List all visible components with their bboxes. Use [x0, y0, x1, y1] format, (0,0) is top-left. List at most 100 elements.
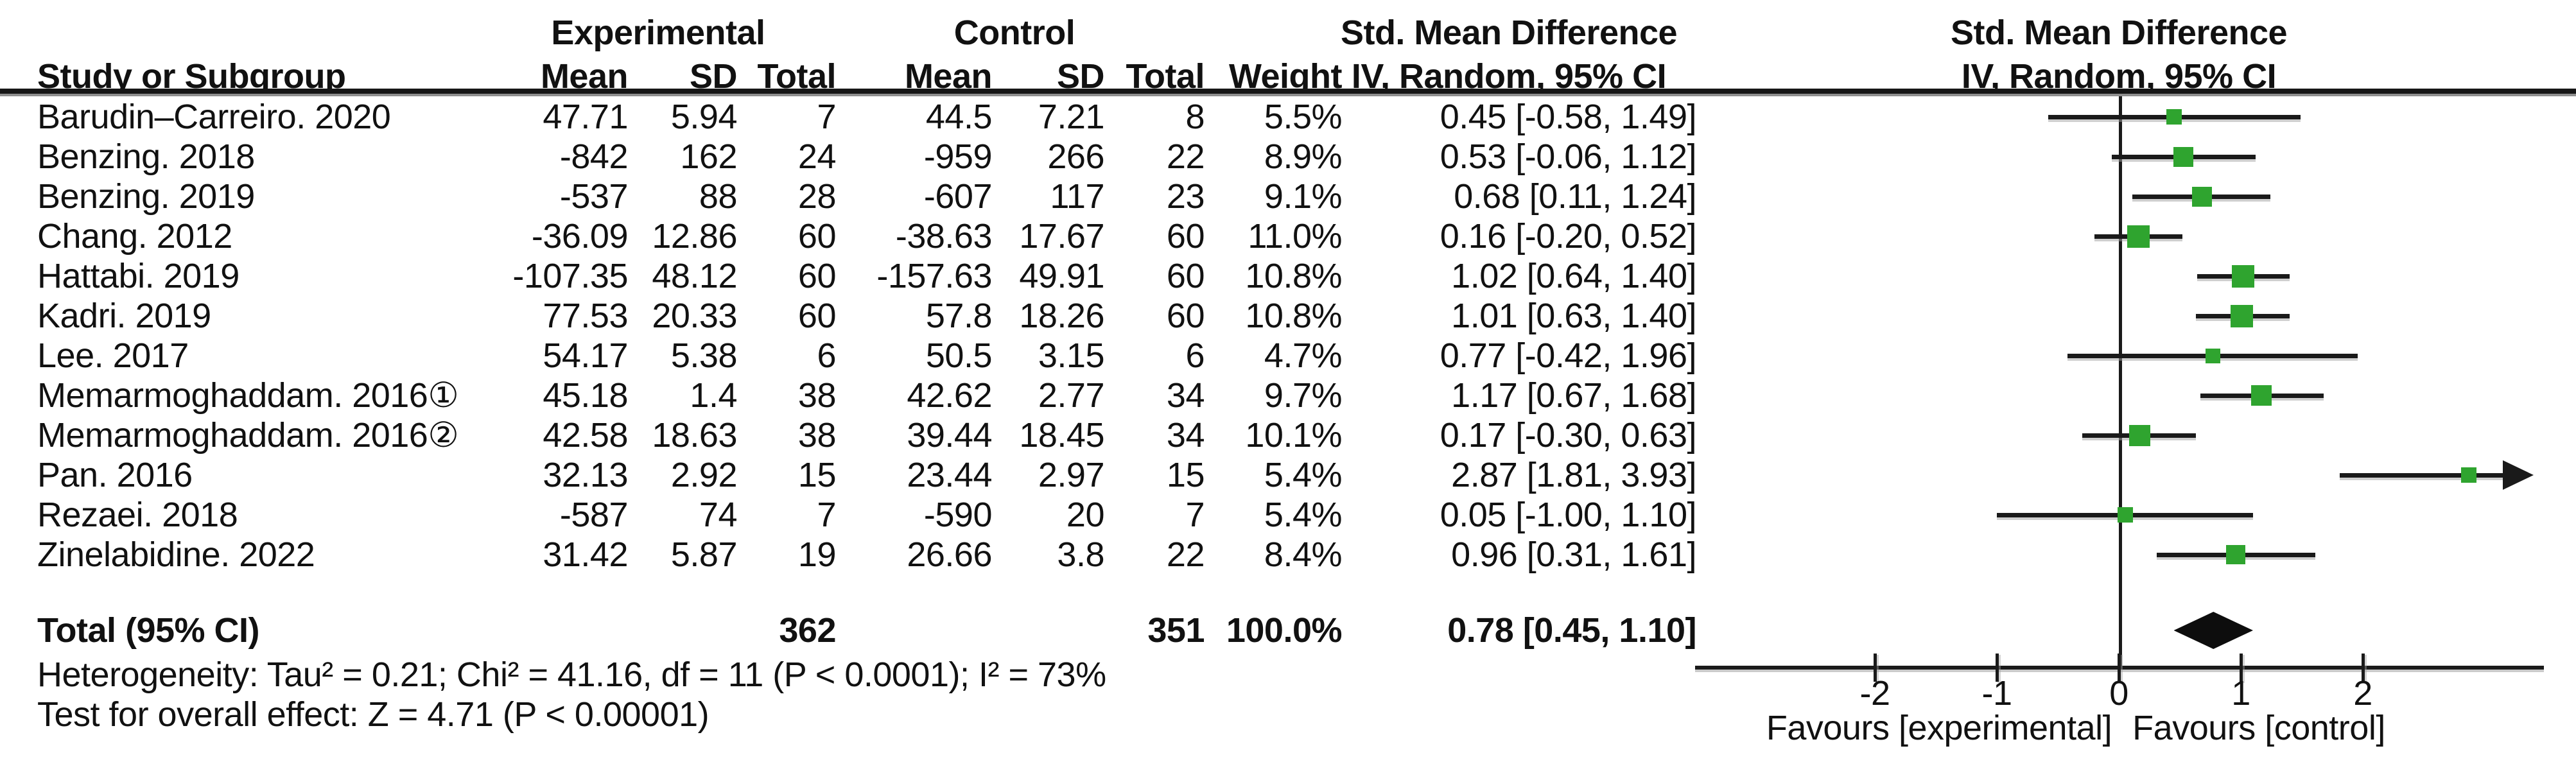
ctrl-sd: 7.21	[1038, 98, 1105, 136]
exp-mean: -587	[559, 496, 629, 534]
axis-tick-label: 0	[2109, 674, 2128, 713]
ctrl-total: 22	[1166, 535, 1205, 574]
exp-mean: 77.53	[543, 297, 628, 335]
ci-line	[2339, 473, 2504, 478]
ci-overflow-arrow-icon	[2503, 460, 2534, 490]
ctrl-mean: 50.5	[925, 336, 993, 375]
effect-estimate-square	[2231, 304, 2254, 327]
study-weight: 9.1%	[1264, 177, 1343, 216]
exp-mean: 31.42	[543, 535, 628, 574]
axis-tick	[2118, 654, 2121, 682]
effect-estimate-square	[2117, 507, 2133, 523]
study-weight: 9.7%	[1264, 376, 1343, 415]
exp-mean: 45.18	[543, 376, 628, 415]
study-ci-text: 0.17 [-0.30, 0.63]	[1440, 416, 1697, 455]
ctrl-sd: 3.15	[1038, 336, 1105, 375]
ctrl-sd: 17.67	[1019, 217, 1104, 255]
study-weight: 5.4%	[1264, 456, 1343, 494]
ctrl-sd: 117	[1050, 177, 1104, 216]
exp-sd: 1.4	[690, 376, 737, 415]
column-header-ctrl-sd: SD	[1056, 57, 1105, 96]
ctrl-mean: -38.63	[895, 217, 993, 255]
effect-estimate-square	[2127, 225, 2150, 248]
ctrl-mean: -959	[923, 137, 993, 176]
column-header-exp-sd: SD	[689, 57, 738, 96]
study-ci-text: 0.53 [-0.06, 1.12]	[1440, 137, 1697, 176]
exp-sd: 5.38	[670, 336, 738, 375]
study-name: Lee. 2017	[37, 336, 189, 375]
plot-header-smd: Std. Mean Difference	[1950, 13, 2288, 52]
study-name: Memarmoghaddam. 2016①	[37, 376, 459, 415]
effect-estimate-square	[2226, 545, 2246, 564]
ctrl-total: 34	[1166, 416, 1205, 455]
ctrl-total: 60	[1166, 297, 1205, 335]
ctrl-total: 6	[1185, 336, 1205, 375]
ctrl-sd: 3.8	[1057, 535, 1104, 574]
axis-tick-label: 1	[2231, 674, 2250, 713]
column-header-iv-table: IV, Random, 95% CI	[1351, 57, 1667, 96]
exp-sd: 162	[680, 137, 737, 176]
axis-tick	[2240, 654, 2243, 682]
study-ci-text: 0.05 [-1.00, 1.10]	[1440, 496, 1697, 534]
header-divider-shadow-line	[0, 94, 2576, 96]
ctrl-sd: 2.97	[1038, 456, 1105, 494]
ctrl-mean: -157.63	[876, 257, 992, 295]
study-name: Memarmoghaddam. 2016②	[37, 416, 459, 455]
study-weight: 10.8%	[1245, 297, 1342, 335]
favours-experimental-label: Favours [experimental]	[1766, 709, 2112, 747]
ctrl-total: 60	[1166, 257, 1205, 295]
exp-total: 7	[817, 98, 836, 136]
exp-sd: 5.87	[670, 535, 738, 574]
effect-estimate-square	[2173, 146, 2194, 167]
column-header-ctrl-total: Total	[1126, 57, 1205, 96]
ctrl-mean: 26.66	[907, 535, 992, 574]
study-name: Benzing. 2018	[37, 137, 255, 176]
axis-tick-label: -1	[1981, 674, 2012, 713]
study-weight: 10.1%	[1245, 416, 1342, 455]
column-header-exp-mean: Mean	[540, 57, 629, 96]
group-header-experimental: Experimental	[551, 13, 765, 52]
exp-total: 24	[797, 137, 837, 176]
effect-estimate-square	[2232, 264, 2255, 288]
ctrl-sd: 18.45	[1019, 416, 1104, 455]
study-ci-text: 0.16 [-0.20, 0.52]	[1440, 217, 1697, 255]
axis-tick	[2362, 654, 2365, 682]
column-header-study: Study or Subgroup	[37, 57, 346, 96]
study-weight: 11.0%	[1248, 217, 1342, 255]
ctrl-total: 60	[1166, 217, 1205, 255]
group-header-control: Control	[953, 13, 1075, 52]
ctrl-total: 7	[1185, 496, 1205, 534]
total-row-label: Total (95% CI)	[37, 611, 260, 650]
overall-effect-stats: Test for overall effect: Z = 4.71 (P < 0…	[37, 695, 709, 734]
ctrl-mean: 44.5	[925, 98, 993, 136]
study-weight: 8.4%	[1264, 535, 1343, 574]
ctrl-total: 15	[1166, 456, 1205, 494]
study-name: Pan. 2016	[37, 456, 193, 494]
exp-total: 7	[817, 496, 836, 534]
total-exp-n: 362	[779, 611, 836, 650]
exp-total: 15	[797, 456, 837, 494]
effect-estimate-square	[2251, 385, 2272, 406]
effect-estimate-square	[2205, 348, 2220, 363]
exp-sd: 18.63	[652, 416, 737, 455]
exp-total: 6	[817, 336, 836, 375]
study-weight: 5.5%	[1264, 98, 1343, 136]
ctrl-total: 22	[1166, 137, 1205, 176]
exp-sd: 48.12	[652, 257, 737, 295]
study-name: Chang. 2012	[37, 217, 232, 255]
exp-mean: 47.71	[543, 98, 628, 136]
total-ci-text: 0.78 [0.45, 1.10]	[1447, 611, 1696, 650]
exp-total: 19	[797, 535, 837, 574]
ctrl-mean: 57.8	[925, 297, 993, 335]
study-name: Zinelabidine. 2022	[37, 535, 315, 574]
heterogeneity-stats: Heterogeneity: Tau² = 0.21; Chi² = 41.16…	[37, 655, 1106, 694]
exp-sd: 2.92	[670, 456, 738, 494]
ctrl-mean: 39.44	[907, 416, 992, 455]
summary-diamond	[2173, 612, 2253, 649]
exp-mean: -36.09	[531, 217, 629, 255]
column-header-weight: Weight	[1229, 57, 1342, 96]
ctrl-total: 23	[1166, 177, 1205, 216]
column-header-exp-total: Total	[757, 57, 837, 96]
ctrl-sd: 2.77	[1038, 376, 1105, 415]
total-ctrl-n: 351	[1147, 611, 1205, 650]
